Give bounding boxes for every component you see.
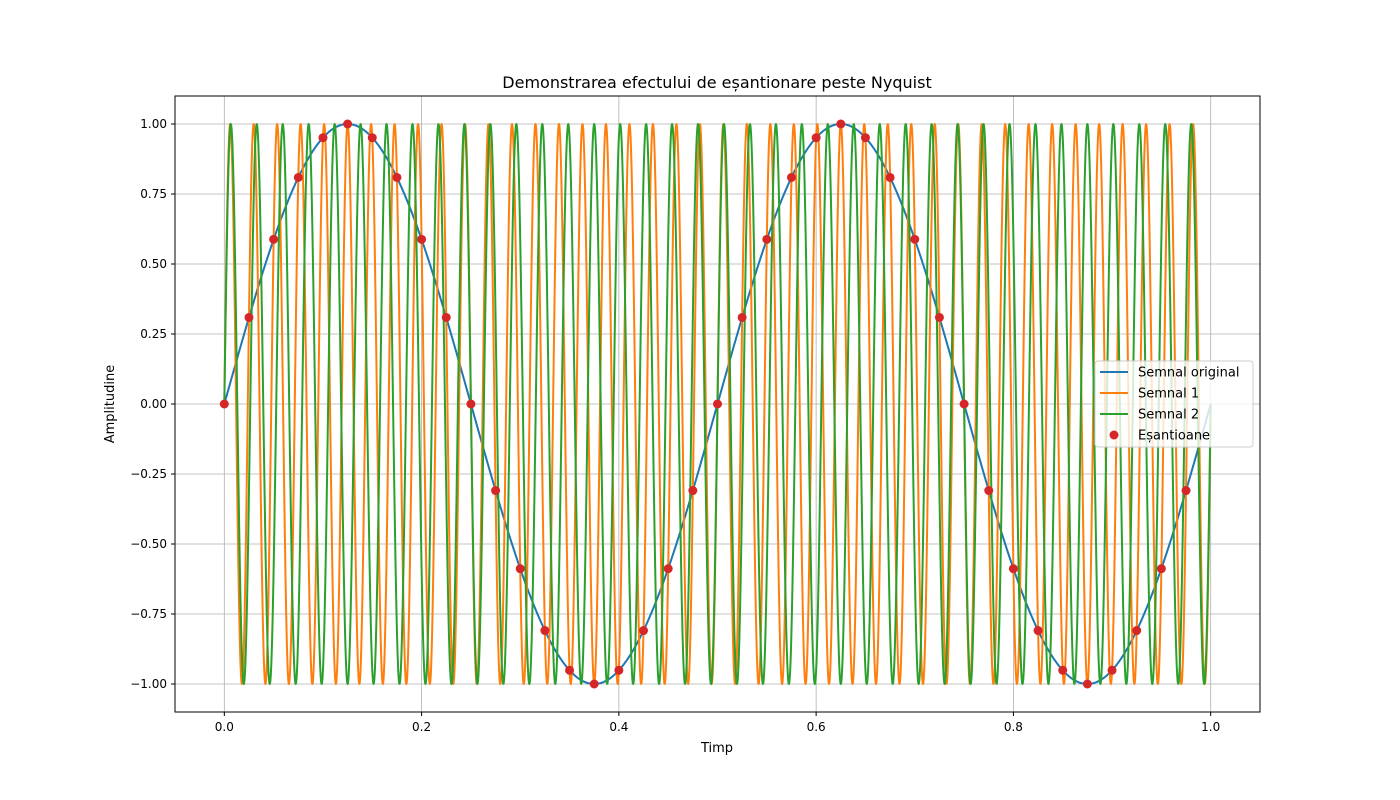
legend-marker: [1109, 430, 1119, 440]
sample-points-layer: [219, 119, 1191, 689]
sample-point: [491, 486, 501, 496]
x-tick-label: 0.2: [412, 720, 431, 734]
sample-point: [860, 133, 870, 143]
sample-point: [1181, 486, 1191, 496]
sample-point: [663, 564, 673, 574]
sample-point: [466, 399, 476, 409]
legend: Semnal original Semnal 1 Semnal 2 Eșantioan…: [1094, 360, 1254, 448]
sample-point: [219, 399, 229, 409]
sample-point: [293, 172, 303, 182]
sample-point: [269, 234, 279, 244]
sample-point: [959, 399, 969, 409]
sample-point: [417, 234, 427, 244]
x-tick-label: 0.8: [1004, 720, 1023, 734]
sample-point: [392, 172, 402, 182]
sample-point: [786, 172, 796, 182]
sample-point: [1058, 665, 1068, 675]
sample-point: [1082, 679, 1092, 689]
sample-point: [540, 626, 550, 636]
sample-point: [910, 234, 920, 244]
sample-point: [934, 312, 944, 322]
legend-label: Semnal 1: [1138, 387, 1199, 402]
sample-point: [1033, 626, 1043, 636]
sample-point: [589, 679, 599, 689]
sample-point: [713, 399, 722, 409]
y-tick-label: 0.00: [140, 397, 167, 411]
sample-point: [737, 312, 747, 322]
sample-point: [1132, 626, 1142, 636]
x-tick-label: 0.0: [215, 720, 234, 734]
sample-point: [836, 119, 846, 129]
y-tick-label: 1.00: [140, 117, 167, 131]
sample-point: [1107, 665, 1117, 675]
sample-point: [1156, 564, 1166, 574]
sample-point: [1008, 564, 1018, 574]
y-tick-label: −1.00: [130, 677, 167, 691]
sample-point: [639, 626, 649, 636]
sample-point: [984, 486, 994, 496]
sample-point: [688, 486, 698, 496]
sample-point: [885, 172, 895, 182]
sample-point: [367, 133, 377, 143]
sample-point: [244, 312, 254, 322]
legend-label: Semnal original: [1138, 366, 1239, 381]
y-tick-label: −0.75: [130, 607, 167, 621]
sample-point: [762, 234, 772, 244]
chart-title: Demonstrarea efectului de eșantionare pe…: [502, 73, 931, 92]
y-tick-label: −0.25: [130, 467, 167, 481]
sample-point: [515, 564, 525, 574]
sample-point: [614, 665, 624, 675]
y-tick-label: 0.75: [140, 187, 167, 201]
sample-point: [318, 133, 328, 143]
x-tick-label: 0.6: [807, 720, 826, 734]
x-tick-label: 1.0: [1201, 720, 1220, 734]
x-tick-label: 0.4: [609, 720, 628, 734]
legend-box: [1094, 360, 1254, 448]
legend-label: Eșantioane: [1138, 429, 1210, 444]
legend-label: Semnal 2: [1138, 408, 1199, 423]
sample-point: [811, 133, 821, 143]
y-tick-label: 0.25: [140, 327, 167, 341]
x-axis-label: Timp: [700, 741, 733, 756]
y-axis-label: Amplitudine: [103, 365, 118, 443]
sample-point: [441, 312, 451, 322]
x-axis: 0.0 0.2 0.4 0.6 0.8 1.0: [215, 712, 1220, 734]
y-tick-label: −0.50: [130, 537, 167, 551]
y-axis: −1.00 −0.75 −0.50 −0.25 0.00 0.25 0.50 0.75 1.00: [130, 117, 175, 691]
sample-point: [565, 665, 575, 675]
y-tick-label: 0.50: [140, 257, 167, 271]
sample-point: [343, 119, 353, 129]
